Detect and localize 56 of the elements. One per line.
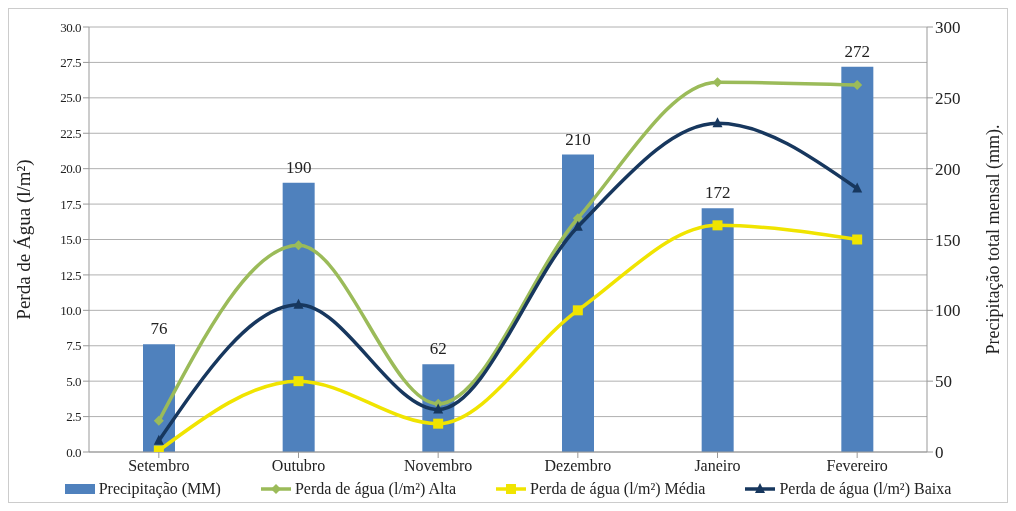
y-tick-label: 20.0 [60,161,81,177]
point [153,434,164,445]
y2-axis-title: Precipitação total mensal (mm). [983,124,1005,355]
x-tick-label: Dezembro [544,457,612,475]
point [852,80,863,91]
point [293,376,304,387]
point [712,220,723,231]
point [293,298,304,309]
legend-label: Perda de água (l/m²) Baixa [779,480,952,498]
data-label: 172 [704,183,731,203]
point [852,182,863,193]
y-tick-label: 5.0 [66,373,81,389]
data-label: 210 [565,129,591,149]
x-tick-label: Fevereiro [826,457,888,475]
bar [282,182,315,452]
point [433,418,444,429]
point [433,403,444,414]
data-label: 62 [429,339,447,359]
data-label: 76 [150,319,168,339]
y2-tick-label: 250 [935,88,961,108]
y-axis-title: Perda de Água (l/m²) [12,159,35,320]
x-tick-label: Outubro [271,457,326,475]
bar [701,208,734,452]
y-tick-label: 10.0 [60,302,81,318]
legend-label: Perda de água (l/m²) Média [530,480,706,498]
y2-tick-label: 200 [935,159,961,179]
point [572,213,583,224]
y-tick-label: 2.5 [66,409,81,425]
y2-tick-label: 0 [935,443,944,463]
y2-tick-label: 50 [935,372,952,392]
y-tick-label: 25.0 [60,90,81,106]
y-tick-label: 7.5 [66,338,81,354]
y-tick-label: 27.5 [60,55,81,71]
y-tick-label: 0.0 [66,444,81,460]
y2-tick-label: 300 [935,18,961,38]
y-tick-label: 22.5 [60,125,81,141]
legend-label: Perda de água (l/m²) Alta [294,480,457,498]
point [572,305,583,316]
y2-tick-label: 150 [935,230,961,250]
bar [562,154,594,452]
point [153,415,164,426]
bar [841,66,874,452]
y2-tick-label: 100 [935,301,961,321]
point [852,234,863,245]
x-tick-label: Janeiro [694,457,741,475]
data-label: 190 [285,157,312,177]
point [712,117,723,128]
y-tick-label: 12.5 [60,267,81,283]
y-tick-label: 15.0 [60,232,81,248]
x-tick-label: Setembro [128,457,190,475]
legend-label: Precipitação (MM) [98,480,221,498]
point [572,220,583,231]
y-tick-label: 30.0 [60,19,81,35]
x-tick-label: Novembro [403,457,473,475]
y-tick-label: 17.5 [60,196,81,212]
data-label: 272 [844,41,871,61]
